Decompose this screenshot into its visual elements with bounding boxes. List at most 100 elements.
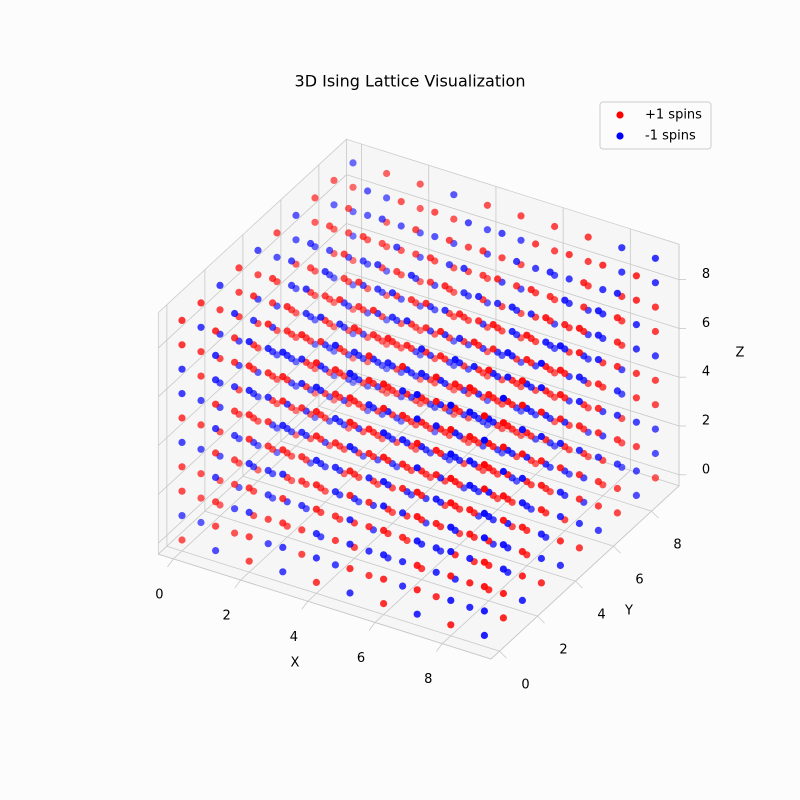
spin-point bbox=[613, 362, 622, 371]
spin-point bbox=[632, 418, 641, 426]
spin-point bbox=[632, 296, 641, 304]
legend-label: +1 spins bbox=[645, 108, 702, 123]
spin-point bbox=[264, 515, 272, 523]
spin-point bbox=[551, 222, 559, 231]
spin-point bbox=[279, 421, 287, 429]
spin-point bbox=[231, 456, 239, 464]
spin-point bbox=[364, 187, 372, 195]
spin-point bbox=[499, 516, 507, 524]
spin-point bbox=[384, 334, 392, 342]
spin-point bbox=[651, 449, 660, 458]
y-tick-label: 4 bbox=[597, 608, 605, 623]
spin-point bbox=[312, 456, 320, 464]
spin-point bbox=[523, 356, 531, 364]
legend-marker bbox=[616, 111, 624, 119]
spin-point bbox=[418, 345, 426, 353]
z-axis-label: Z bbox=[736, 346, 745, 361]
spin-point bbox=[254, 271, 262, 279]
spin-point bbox=[269, 299, 277, 307]
spin-point bbox=[431, 208, 439, 216]
spin-point bbox=[399, 533, 407, 541]
spin-point bbox=[556, 537, 565, 545]
spin-point bbox=[298, 453, 306, 461]
spin-point bbox=[475, 292, 483, 301]
spin-point bbox=[613, 484, 622, 493]
spin-point bbox=[632, 491, 641, 499]
spin-point bbox=[632, 369, 641, 377]
spin-point bbox=[346, 540, 354, 548]
spin-point bbox=[632, 394, 641, 402]
spin-point bbox=[216, 281, 224, 289]
x-axis-line bbox=[158, 553, 492, 660]
spin-point bbox=[483, 226, 491, 234]
spin-point bbox=[365, 523, 373, 531]
spin-point bbox=[416, 204, 424, 213]
spin-point bbox=[321, 268, 329, 276]
spin-point bbox=[403, 317, 411, 325]
spin-point bbox=[393, 243, 401, 251]
points bbox=[178, 159, 660, 640]
spin-point bbox=[594, 453, 603, 461]
spin-point bbox=[298, 501, 306, 510]
spin-point bbox=[480, 412, 488, 420]
spin-point bbox=[346, 443, 354, 451]
spin-point bbox=[326, 246, 334, 254]
spin-point bbox=[279, 543, 287, 552]
spin-point bbox=[380, 526, 388, 535]
legend-marker bbox=[616, 132, 624, 140]
spin-point bbox=[365, 352, 373, 360]
spin-point bbox=[279, 373, 287, 381]
grid-line bbox=[346, 271, 680, 378]
spin-point bbox=[594, 526, 603, 535]
y-tick-label: 2 bbox=[559, 643, 567, 658]
spin-point bbox=[499, 541, 507, 549]
spin-point bbox=[556, 513, 565, 521]
spin-point bbox=[418, 369, 426, 377]
spin-point bbox=[330, 201, 338, 209]
grid-line bbox=[158, 174, 347, 349]
spin-point bbox=[447, 499, 455, 507]
spin-point bbox=[413, 415, 421, 423]
spin-point bbox=[437, 352, 445, 360]
spin-point bbox=[466, 603, 474, 611]
spin-point bbox=[556, 366, 565, 374]
grid-line bbox=[242, 475, 576, 582]
spin-point bbox=[499, 565, 507, 573]
spin-point bbox=[292, 236, 300, 244]
spin-point bbox=[245, 484, 253, 492]
spin-point bbox=[231, 383, 239, 391]
grid-line bbox=[280, 440, 614, 547]
spin-point bbox=[447, 621, 455, 629]
x-tick-label: 0 bbox=[155, 587, 163, 602]
spin-point bbox=[466, 554, 474, 563]
spin-point bbox=[245, 386, 253, 394]
spin-point bbox=[312, 408, 320, 416]
spin-point bbox=[383, 194, 391, 202]
spin-point bbox=[613, 509, 622, 517]
spin-point bbox=[231, 358, 239, 366]
grid-line bbox=[318, 405, 652, 512]
spin-point bbox=[374, 285, 382, 293]
spin-point bbox=[594, 380, 603, 388]
spin-point bbox=[613, 460, 622, 468]
y-tick-label: 8 bbox=[673, 538, 681, 553]
spin-point bbox=[432, 544, 440, 552]
spin-point bbox=[331, 561, 339, 569]
spin-point bbox=[499, 419, 507, 427]
spin-point bbox=[527, 286, 535, 294]
spin-point bbox=[298, 550, 306, 558]
spin-point bbox=[245, 338, 253, 346]
spin-point bbox=[178, 390, 186, 398]
spin-point bbox=[380, 502, 388, 510]
spin-point bbox=[399, 509, 407, 517]
spin-point bbox=[292, 211, 300, 219]
spin-point bbox=[518, 426, 527, 434]
spin-point bbox=[599, 261, 607, 269]
spin-point bbox=[245, 557, 253, 565]
x-axis-label: X bbox=[291, 656, 300, 671]
spin-point bbox=[212, 327, 220, 335]
chart-title: 3D Ising Lattice Visualization bbox=[295, 72, 526, 91]
spin-point bbox=[317, 338, 325, 346]
spin-point bbox=[245, 435, 253, 443]
spin-point bbox=[618, 244, 626, 252]
